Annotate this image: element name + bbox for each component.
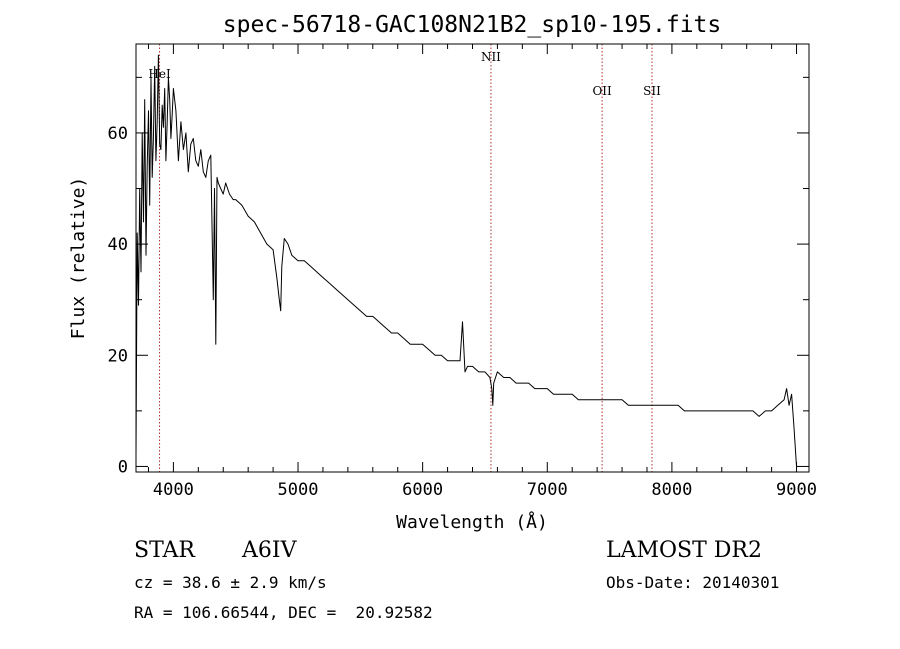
y-tick-label-60: 60 [108,124,128,144]
x-axis-label: Wavelength (Å) [396,511,548,533]
ref-label-sii: SII [643,84,661,98]
observation-date: Obs-Date: 20140301 [606,573,780,592]
plot-frame [135,43,810,473]
y-tick-label-40: 40 [108,235,128,255]
ref-label-oii: OII [592,84,612,98]
x-tick-label-7000: 7000 [527,480,568,500]
y-tick-label-0: 0 [118,457,128,477]
object-subclass: A6IV [242,538,297,563]
ref-label-nii: NII [481,50,501,64]
x-tick-label-8000: 8000 [651,480,692,500]
y-axis-label: Flux (relative) [68,177,89,340]
x-tick-label-6000: 6000 [402,480,443,500]
survey-name: LAMOST DR2 [606,538,762,563]
ra-dec-coordinates: RA = 106.66544, DEC = 20.92582 [134,603,433,622]
y-tick-label-20: 20 [108,346,128,366]
object-class: STAR [134,538,195,563]
x-tick-label-4000: 4000 [153,480,194,500]
x-tick-label-5000: 5000 [278,480,319,500]
x-tick-label-9000: 9000 [776,480,817,500]
series-flux [135,54,797,467]
ref-label-hei: HeI [148,67,171,81]
chart-title: spec-56718-GAC108N21B2_sp10-195.fits [223,12,722,38]
redshift-cz: cz = 38.6 ± 2.9 km/s [134,573,327,592]
